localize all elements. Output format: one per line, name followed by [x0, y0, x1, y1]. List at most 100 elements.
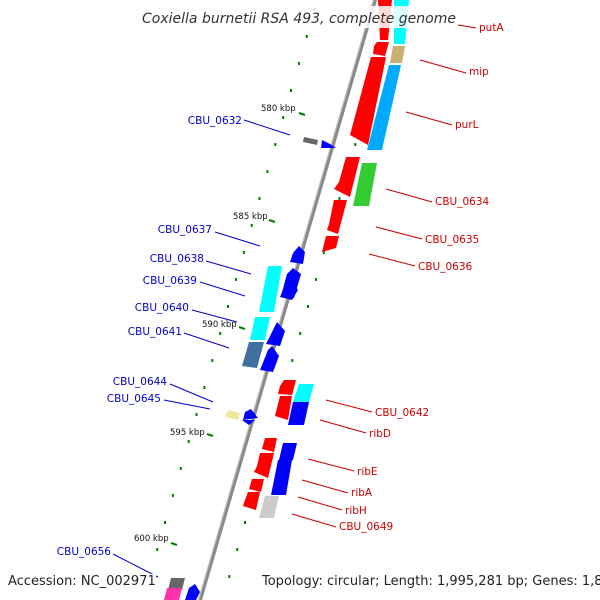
- track-dot: [307, 305, 309, 308]
- label-CBU_0642[interactable]: CBU_0642: [375, 407, 429, 419]
- track-dot: [195, 413, 198, 416]
- leader-line: [297, 496, 343, 511]
- leader-line: [405, 111, 453, 126]
- label-ribH[interactable]: ribH: [345, 505, 367, 517]
- label-CBU_0637[interactable]: CBU_0637: [158, 224, 212, 236]
- label-putA[interactable]: putA: [479, 22, 504, 34]
- gene-CBU_0639[interactable]: [280, 277, 298, 300]
- gene-mip-red[interactable]: [373, 42, 389, 56]
- gene-CBU_0638[interactable]: [259, 266, 282, 312]
- leader-line: [199, 281, 246, 297]
- gene-CBU_0644[interactable]: [225, 410, 240, 420]
- label-mip[interactable]: mip: [469, 66, 489, 78]
- label-CBU_0645[interactable]: CBU_0645: [107, 393, 161, 405]
- gene-purL[interactable]: [350, 57, 386, 145]
- gene-CBU_0641-blue[interactable]: [260, 346, 279, 372]
- genome-backbone: [198, 0, 377, 600]
- track-dot: [179, 467, 182, 470]
- gene-CBU_0641[interactable]: [242, 342, 264, 368]
- gene-CBU_0656-blue[interactable]: [185, 584, 200, 600]
- gene-CBU_0640-blue[interactable]: [266, 322, 285, 346]
- leader-line: [307, 458, 355, 472]
- label-CBU_0641[interactable]: CBU_0641: [128, 326, 182, 338]
- track-dot: [314, 278, 317, 281]
- map-title: Coxiella burnetii RSA 493, complete geno…: [142, 11, 456, 27]
- gene-CBU_0634-green[interactable]: [353, 163, 377, 206]
- label-purL[interactable]: purL: [455, 119, 479, 131]
- label-CBU_0635[interactable]: CBU_0635: [425, 234, 479, 246]
- tick-marks: [170, 112, 306, 546]
- track-dot: [164, 521, 166, 524]
- leader-line: [112, 553, 159, 578]
- gene-CBU_0645[interactable]: [243, 409, 258, 420]
- label-CBU_0638[interactable]: CBU_0638: [150, 253, 204, 265]
- label-ribE[interactable]: ribE: [357, 466, 378, 478]
- leader-line: [169, 383, 214, 403]
- label-CBU_0632[interactable]: CBU_0632: [188, 115, 242, 127]
- track-dot: [236, 548, 239, 551]
- gene-ribA[interactable]: [271, 460, 292, 495]
- track-dot: [305, 35, 308, 38]
- track-dot: [282, 116, 285, 119]
- title-background: [140, 6, 458, 28]
- leader-line: [375, 226, 423, 240]
- gene-ribH[interactable]: [249, 479, 264, 492]
- gene-CBU_0636[interactable]: [322, 236, 339, 252]
- gene-ribA-red[interactable]: [254, 453, 274, 478]
- label-CBU_0656[interactable]: CBU_0656: [57, 546, 112, 558]
- tick-mark: [206, 433, 214, 437]
- label-CBU_0639[interactable]: CBU_0639: [143, 275, 197, 287]
- tick-mark: [170, 542, 178, 546]
- gene-ribE-red[interactable]: [262, 438, 277, 452]
- reverse-label-lines: [291, 24, 477, 528]
- forward-label-lines: [112, 119, 291, 578]
- label-ribD[interactable]: ribD: [369, 428, 391, 440]
- gene-CBU_0632-arrow[interactable]: [321, 140, 336, 148]
- label-ribA[interactable]: ribA: [351, 487, 373, 499]
- leader-line: [457, 24, 477, 29]
- gene-CBU_0649[interactable]: [259, 496, 279, 518]
- gene-purL-blue[interactable]: [367, 65, 401, 150]
- gene-ribE[interactable]: [279, 443, 297, 460]
- leader-line: [301, 479, 349, 494]
- gene-CBU_0640[interactable]: [250, 317, 270, 340]
- leader-line: [325, 399, 373, 413]
- label-CBU_0636[interactable]: CBU_0636: [418, 261, 473, 273]
- label-CBU_0640[interactable]: CBU_0640: [135, 302, 189, 314]
- track-dot: [290, 89, 292, 92]
- gene-CBU_0635[interactable]: [327, 200, 347, 234]
- label-CBU_0649[interactable]: CBU_0649: [339, 521, 393, 533]
- gene-CBU_0632[interactable]: [303, 137, 318, 145]
- tick-label-590: 590 kbp: [202, 320, 237, 330]
- reverse-strand-genes: [243, 0, 409, 518]
- leader-line: [291, 513, 337, 528]
- gene-CBU_0642[interactable]: [278, 380, 296, 395]
- gene-ribH-red2[interactable]: [243, 492, 260, 510]
- gene-CBU_0642-cyan[interactable]: [293, 384, 314, 402]
- tick-label-585: 585 kbp: [233, 212, 268, 222]
- reverse-labels: putA mip purL CBU_0634 CBU_0635 CBU_0636…: [339, 22, 504, 533]
- leader-line: [385, 188, 433, 203]
- leader-line: [205, 260, 252, 275]
- label-CBU_0634[interactable]: CBU_0634: [435, 196, 490, 208]
- leader-line: [319, 419, 367, 434]
- track-dot: [354, 143, 357, 146]
- track-dot: [299, 332, 302, 335]
- label-CBU_0644[interactable]: CBU_0644: [113, 376, 168, 388]
- topology-label: Topology: circular; Length: 1,995,281 bp…: [262, 574, 600, 589]
- gene-CBU_0656-pink[interactable]: [164, 588, 182, 600]
- gene-mip[interactable]: [390, 46, 405, 63]
- gene-CBU_0637[interactable]: [290, 246, 305, 264]
- leader-line: [419, 59, 467, 74]
- tick-mark: [238, 326, 246, 330]
- track-dot: [171, 494, 174, 497]
- gene-ribD-blue[interactable]: [288, 402, 309, 425]
- gene-CBU_0656[interactable]: [168, 578, 185, 590]
- track-dot: [228, 575, 231, 578]
- track-dot: [203, 386, 206, 389]
- gene-CBU_0645-b[interactable]: [242, 420, 255, 425]
- gene-ribD[interactable]: [275, 396, 292, 420]
- leader-line: [368, 253, 416, 267]
- gene-CBU_0634[interactable]: [334, 157, 360, 197]
- tick-mark: [298, 112, 306, 116]
